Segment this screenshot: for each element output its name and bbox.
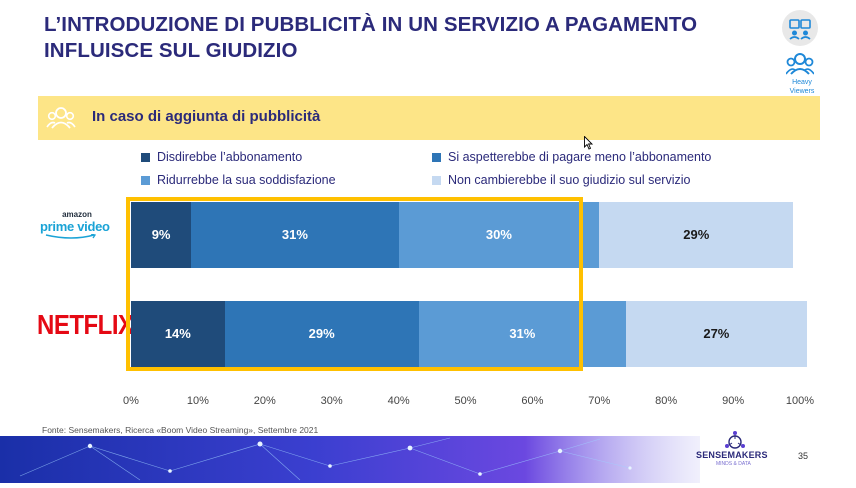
- bar-segment: [131, 301, 225, 367]
- mouse-cursor-icon: [584, 135, 594, 155]
- legend-swatch-2: [432, 152, 441, 162]
- legend-item-4: Non cambierebbe il suo giudizio sul serv…: [432, 173, 690, 187]
- bar-data-label: 14%: [164, 326, 191, 341]
- legend-swatch-3: [141, 175, 150, 185]
- heavy-viewers-line2: Viewers: [789, 88, 815, 95]
- bar-segment: [191, 202, 399, 268]
- x-tick-label: 10%: [186, 395, 209, 407]
- sensemakers-logo-icon: [715, 430, 755, 454]
- slide-title: L’INTRODUZIONE DI PUBBLICITÀ IN UN SERVI…: [44, 12, 744, 64]
- legend-item-1: Disdirebbe l’abbonamento: [141, 150, 302, 164]
- x-tick-label: 60%: [521, 395, 544, 407]
- brand-tagline: MINDS & DATA: [716, 461, 751, 467]
- highlight-frame: [126, 197, 583, 371]
- legend-swatch-1: [141, 152, 150, 162]
- bar-segment: [418, 301, 627, 367]
- subtitle-band: [38, 96, 820, 140]
- legend-swatch-4: [432, 175, 441, 185]
- bar-data-label: 9%: [151, 227, 171, 242]
- legend-item-2: Si aspetterebbe di pagare meno l’abbonam…: [432, 150, 711, 164]
- bar-segment: [599, 202, 794, 268]
- page-number: 35: [798, 451, 809, 461]
- slide-title-line1: L’INTRODUZIONE DI PUBBLICITÀ IN UN SERVI…: [44, 13, 698, 36]
- heavy-viewers-line1: Heavy: [792, 79, 812, 86]
- legend-label-1: Disdirebbe l’abbonamento: [157, 150, 303, 164]
- bar-data-label: 31%: [281, 227, 308, 242]
- x-tick-label: 50%: [454, 395, 477, 407]
- source-note: Fonte: Sensemakers, Ricerca «Boom Video …: [42, 425, 319, 435]
- legend-label-2: Si aspetterebbe di pagare meno l’abbonam…: [448, 150, 712, 164]
- heavy-viewers-label: Heavy Viewers: [780, 78, 824, 96]
- legend-label-4: Non cambierebbe il suo giudizio sul serv…: [448, 173, 691, 187]
- prime-video-logo: amazon prime video: [40, 210, 120, 240]
- prime-logo-small: amazon: [62, 210, 92, 219]
- legend-item-3: Ridurrebbe la sua soddisfazione: [141, 173, 336, 187]
- bar-segment: [131, 202, 192, 268]
- x-tick-label: 30%: [320, 395, 343, 407]
- prime-smile-icon: [45, 234, 97, 239]
- bar-data-label: 31%: [509, 326, 536, 341]
- footer-network-banner: [0, 436, 700, 483]
- x-tick-label: 80%: [655, 395, 678, 407]
- x-tick-label: 20%: [253, 395, 276, 407]
- people-icon: [46, 103, 76, 133]
- slide-title-line2: INFLUISCE SUL GIUDIZIO: [44, 39, 298, 62]
- prime-logo-big: prime video: [40, 219, 110, 234]
- bar-data-label: 29%: [683, 227, 710, 242]
- x-tick-label: 70%: [588, 395, 611, 407]
- bar-data-label: 29%: [308, 326, 335, 341]
- x-tick-label: 90%: [722, 395, 745, 407]
- tv-audience-icon: [782, 10, 818, 46]
- bar-segment: [224, 301, 419, 367]
- bar-segment: [398, 202, 600, 268]
- subtitle-text: In caso di aggiunta di pubblicità: [92, 108, 321, 125]
- bar-data-label: 30%: [485, 227, 512, 242]
- brand-name: SENSEMAKERS: [696, 450, 768, 460]
- bar-data-label: 27%: [703, 326, 730, 341]
- bar-segment: [626, 301, 807, 367]
- x-tick-label: 40%: [387, 395, 410, 407]
- x-tick-label: 0%: [123, 395, 139, 407]
- heavy-viewers-icon: [785, 52, 815, 78]
- x-tick-label: 100%: [785, 395, 815, 407]
- legend-label-3: Ridurrebbe la sua soddisfazione: [157, 173, 336, 187]
- netflix-logo: NETFLIX: [37, 309, 134, 341]
